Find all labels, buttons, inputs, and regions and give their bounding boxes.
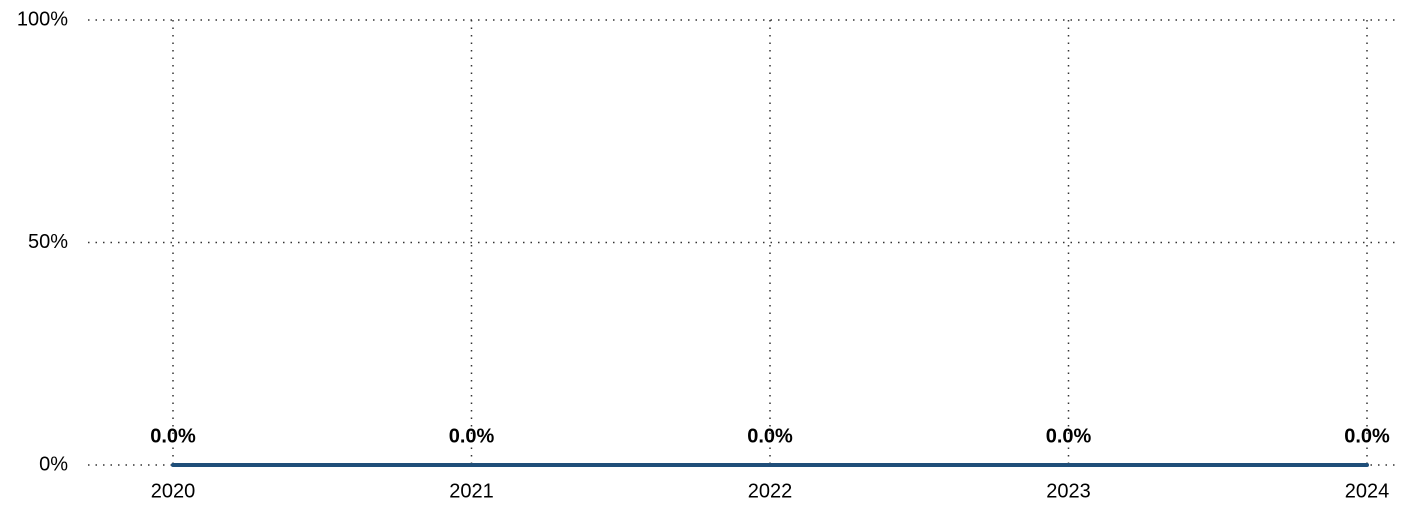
data-label: 0.0%	[449, 425, 495, 447]
data-label: 0.0%	[747, 425, 793, 447]
x-tick-label: 2023	[1046, 480, 1091, 502]
y-tick-label: 100%	[17, 8, 68, 30]
x-tick-label: 2021	[449, 480, 494, 502]
y-tick-label: 50%	[28, 231, 68, 253]
data-label: 0.0%	[150, 425, 196, 447]
x-tick-label: 2020	[151, 480, 196, 502]
x-tick-label: 2024	[1345, 480, 1390, 502]
data-label: 0.0%	[1046, 425, 1092, 447]
x-tick-label: 2022	[748, 480, 793, 502]
y-tick-label: 0%	[39, 453, 68, 475]
data-label: 0.0%	[1344, 425, 1390, 447]
